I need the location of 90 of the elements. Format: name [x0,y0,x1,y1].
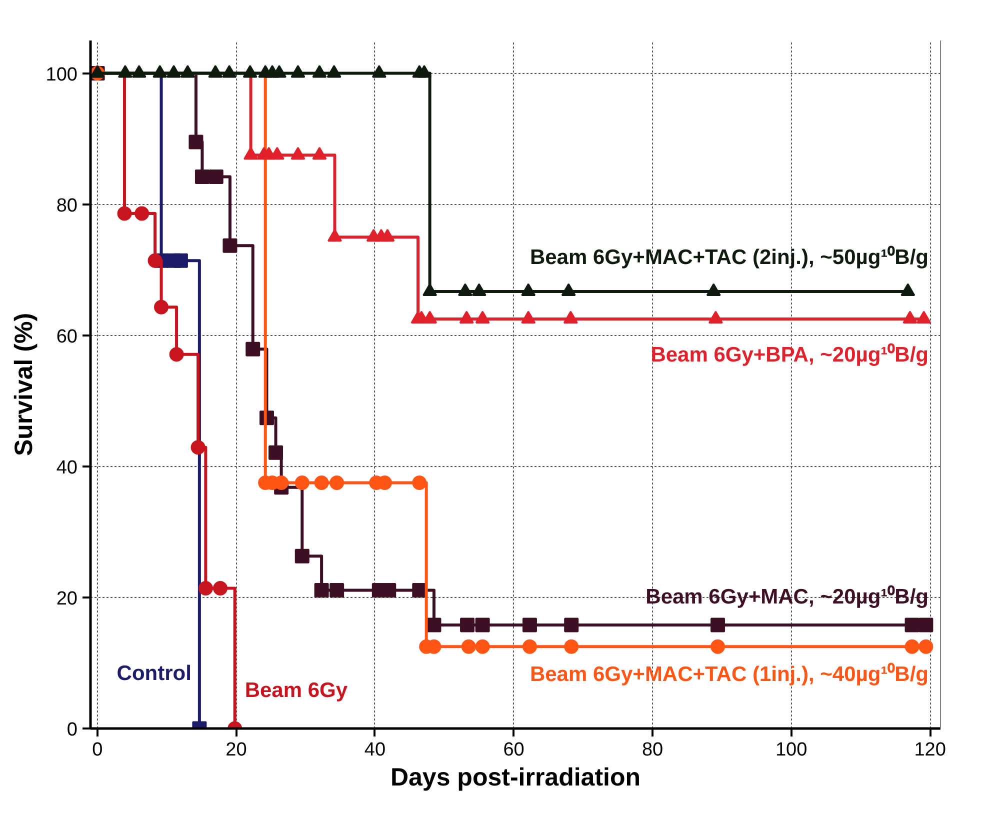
point [458,283,472,296]
point [461,639,476,654]
point [475,639,490,654]
point [222,65,237,78]
point [918,618,934,632]
point [312,146,327,160]
point [417,65,432,78]
series-label: Beam 6Gy+MAC+TAC (1inj.), ~40µg¹⁰B/g [530,662,928,686]
point [521,283,536,296]
point [422,283,438,296]
point [563,310,578,324]
point [294,548,310,564]
point [118,65,132,78]
y-tick-label: 80 [56,195,78,216]
point [330,476,344,490]
point [522,639,537,654]
point [222,238,238,253]
point [561,283,576,296]
point [475,310,490,324]
point [314,476,329,490]
point [246,342,260,356]
x-tick-label: 20 [226,740,247,760]
point [521,310,536,324]
point [134,206,150,221]
x-tick-label: 0 [92,740,103,760]
point [327,228,342,242]
point [290,65,306,78]
point [902,310,918,324]
point [148,253,162,268]
series-label: Beam 6Gy+MAC+TAC (2inj.), ~50µg¹⁰B/g [530,244,928,269]
y-tick-label: 60 [56,326,78,348]
point [154,300,169,314]
y-tick-label: 0 [66,720,78,740]
point [290,146,306,160]
point [475,618,490,632]
x-tick-label: 80 [642,740,664,760]
point [900,283,916,296]
point [270,146,284,160]
y-axis-title: Survival (%) [10,312,38,456]
point [268,445,284,460]
point [244,146,258,160]
point [459,310,474,324]
point [180,65,195,78]
y-tick-label: 40 [56,457,78,478]
point [242,65,258,78]
point [412,582,427,598]
point [918,639,934,654]
point [330,582,344,598]
y-tick-label: 20 [56,588,78,610]
point [152,65,168,78]
point [710,639,726,654]
point [710,618,726,632]
point [426,618,442,632]
point [326,65,342,78]
point [904,618,920,632]
point [173,253,188,268]
series-label: Beam 6Gy+MAC, ~20µg¹⁰B/g [646,584,929,608]
point [472,283,486,296]
series-label: Beam 6Gy [244,679,348,702]
point [314,582,329,598]
point [169,347,184,362]
point [132,65,146,78]
y-tick-label: 100 [46,64,78,86]
x-axis-title: Days post-irradiation [390,764,641,792]
series-label: Control [116,662,192,685]
point [916,310,932,324]
point [564,618,579,632]
point [380,228,395,242]
x-tick-label: 120 [914,740,946,760]
point [522,618,537,632]
point [166,65,182,78]
point [294,476,310,490]
point [706,283,721,296]
point [208,65,223,78]
x-tick-label: 100 [775,740,808,760]
point [708,310,723,324]
point [460,618,475,632]
point [117,206,132,221]
point [213,581,228,596]
point [190,440,206,455]
point [904,639,920,654]
point [272,65,286,78]
x-tick-label: 60 [503,740,524,760]
point [312,65,327,78]
series-label: Beam 6Gy+BPA, ~20µg¹⁰B/g [650,342,929,366]
point [372,65,386,78]
point [412,476,427,490]
point [564,639,579,654]
x-tick-label: 40 [364,740,386,760]
point [198,581,213,596]
